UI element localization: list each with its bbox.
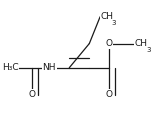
Text: 3: 3 [146,47,151,53]
Text: 3: 3 [112,20,116,26]
Text: CH: CH [100,12,113,21]
Text: H₃C: H₃C [3,63,19,72]
Text: O: O [105,90,112,99]
Text: NH: NH [43,63,56,72]
Text: O: O [105,39,112,48]
Text: CH: CH [135,39,148,48]
Text: O: O [28,90,35,99]
